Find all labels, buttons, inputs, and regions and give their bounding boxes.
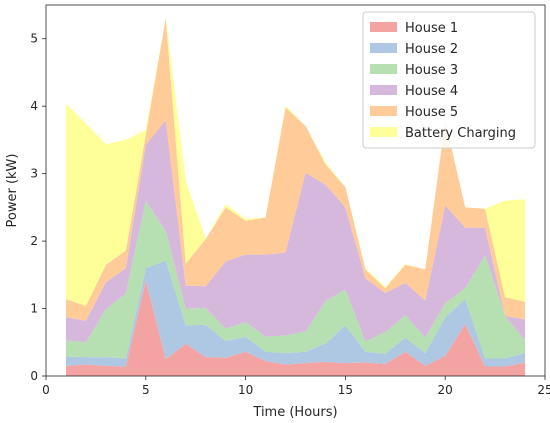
y-axis-title: Power (kW) xyxy=(5,154,20,228)
x-tick-label: 25 xyxy=(537,383,550,397)
legend-swatch xyxy=(370,106,397,116)
legend-label: House 3 xyxy=(405,63,458,78)
x-tick-label: 0 xyxy=(42,383,50,397)
legend-swatch xyxy=(370,64,397,74)
y-axis: 0 1 2 3 4 5 xyxy=(30,32,46,383)
x-tick-label: 15 xyxy=(338,383,353,397)
legend-label: House 4 xyxy=(405,84,458,99)
plot-frame xyxy=(45,4,546,377)
y-tick-label: 5 xyxy=(30,32,38,46)
legend-label: Battery Charging xyxy=(405,126,516,141)
legend: House 1 House 2 House 3 House 4 House 5 Batte… xyxy=(362,11,536,149)
area-series-5 xyxy=(65,17,526,321)
x-axis: 0 5 10 15 20 25 xyxy=(42,376,550,397)
area-series-2 xyxy=(65,260,526,367)
legend-swatch xyxy=(370,127,397,137)
y-tick-label: 2 xyxy=(30,234,38,248)
area-series-3 xyxy=(65,200,526,359)
x-tick-label: 10 xyxy=(238,383,253,397)
area-series-4 xyxy=(65,120,526,343)
x-tick-label: 5 xyxy=(142,383,150,397)
legend-swatch xyxy=(370,22,397,32)
x-tick-label: 20 xyxy=(438,383,453,397)
legend-swatch xyxy=(370,43,397,53)
y-tick-label: 3 xyxy=(30,167,38,181)
y-tick-label: 0 xyxy=(30,369,38,383)
legend-label: House 5 xyxy=(405,105,458,120)
y-tick-label: 1 xyxy=(30,302,38,316)
x-axis-title: Time (Hours) xyxy=(252,405,337,420)
legend-label: House 2 xyxy=(405,42,458,57)
area-series-1 xyxy=(65,280,526,376)
legend-swatch xyxy=(370,85,397,95)
y-tick-label: 4 xyxy=(30,99,38,113)
legend-box xyxy=(362,11,536,149)
series-areas xyxy=(65,17,526,376)
legend-label: House 1 xyxy=(405,21,458,36)
